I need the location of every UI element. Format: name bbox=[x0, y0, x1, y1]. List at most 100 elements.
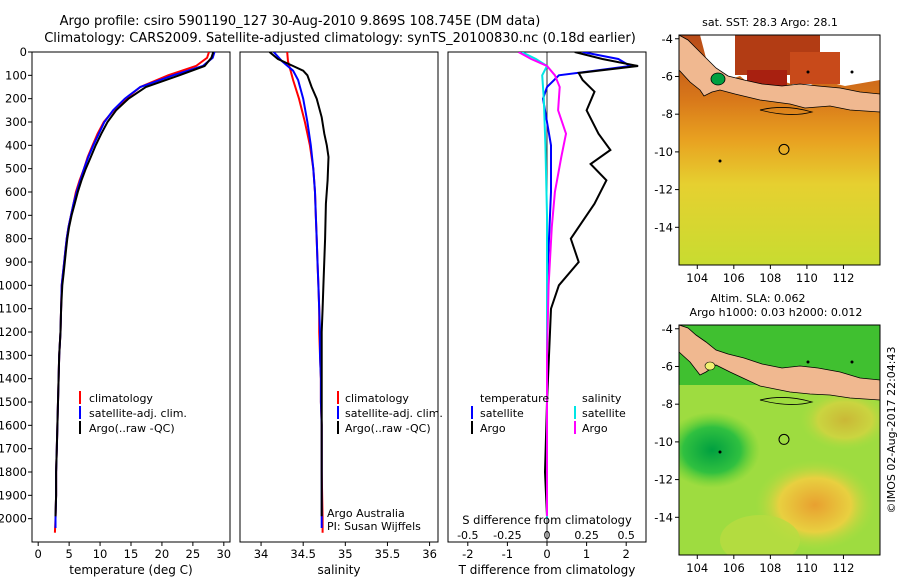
figure-title-line1: Argo profile: csiro 5901190_127 30-Aug-2… bbox=[60, 14, 541, 29]
depth-tick-label: 1700 bbox=[0, 442, 27, 456]
sst-map-title: sat. SST: 28.3 Argo: 28.1 bbox=[702, 16, 838, 29]
salinity-x-tick-label: 34.5 bbox=[290, 547, 316, 561]
legend-label-climatology: climatology bbox=[89, 392, 153, 405]
map-lat-tick-label: -14 bbox=[654, 510, 673, 524]
map-lat-tick-label: -14 bbox=[654, 220, 673, 234]
sla-profile-location-marker bbox=[778, 433, 790, 445]
map-lon-tick-label: 104 bbox=[686, 271, 708, 285]
map-lon-tick-label: 110 bbox=[796, 561, 818, 575]
salinity-x-tick-label: 34 bbox=[254, 547, 269, 561]
sla-map-field bbox=[679, 325, 880, 555]
argo-australia-label: Argo Australia bbox=[327, 507, 405, 520]
salinity-x-tick-label: 35.5 bbox=[375, 547, 401, 561]
depth-tick-label: 800 bbox=[5, 232, 27, 246]
depth-tick-label: 200 bbox=[5, 92, 27, 106]
depth-tick-label: 300 bbox=[5, 115, 27, 129]
map-lat-tick-label: -12 bbox=[654, 473, 673, 487]
legend-label-t-argo: Argo bbox=[480, 422, 506, 435]
sla-map-frame bbox=[678, 324, 881, 556]
legend-label-climatology: climatology bbox=[345, 392, 409, 405]
temperature-x-tick-label: 25 bbox=[186, 547, 201, 561]
legend-label-s-satellite: satellite bbox=[582, 407, 626, 420]
temperature-x-tick-label: 15 bbox=[124, 547, 139, 561]
sst-profile-location-marker bbox=[778, 143, 790, 155]
map-lat-tick-label: -4 bbox=[662, 322, 673, 336]
sla-map-title-line1: Altim. SLA: 0.062 bbox=[710, 292, 805, 305]
map-lat-tick-label: -12 bbox=[654, 183, 673, 197]
depth-tick-label: 1600 bbox=[0, 418, 27, 432]
temperature-y-axis: 0 100 200 300 400 500 600 700 800 900 1000 1100 1200… bbox=[0, 45, 32, 526]
salinity-x-axis: 34 34.5 35 35.5 36 bbox=[254, 542, 437, 561]
map-lon-tick-label: 108 bbox=[759, 271, 781, 285]
series-line-t-argo bbox=[543, 52, 639, 517]
map-lat-tick-label: -10 bbox=[654, 145, 673, 159]
depth-tick-label: 1100 bbox=[0, 302, 27, 316]
legend-label-satellite: satellite-adj. clim. bbox=[345, 407, 443, 420]
temperature-panel: 0100200300400500600700800900100011001200… bbox=[0, 45, 231, 577]
legend-label-argo: Argo(..raw -QC) bbox=[345, 422, 431, 435]
series-line-s-argo bbox=[518, 52, 568, 517]
salinity-legend: climatology satellite-adj. clim. Argo(..… bbox=[337, 391, 443, 435]
salinity-x-label: salinity bbox=[317, 563, 360, 577]
depth-tick-label: 2000 bbox=[0, 512, 27, 526]
temperature-x-axis: 0 5 10 15 20 25 30 bbox=[35, 542, 231, 561]
credit-label: ©IMOS 02-Aug-2017 22:04:43 bbox=[885, 347, 898, 514]
sst-map-axes: 104 106 108 110 112 -4 -6 -8 -10 -12 -14 bbox=[654, 32, 854, 285]
map-lat-tick-label: -10 bbox=[654, 435, 673, 449]
s-difference-label: S difference from climatology bbox=[462, 513, 632, 527]
map-lat-tick-label: -8 bbox=[662, 107, 673, 121]
sla-map: Altim. SLA: 0.062 Argo h1000: 0.03 h2000… bbox=[654, 292, 881, 575]
legend-salinity-title: salinity bbox=[582, 392, 622, 405]
depth-tick-label: 1800 bbox=[0, 465, 27, 479]
difference-x-tick-label: 2 bbox=[623, 547, 630, 561]
map-lon-tick-label: 106 bbox=[723, 271, 745, 285]
t-difference-label: T difference from climatology bbox=[458, 563, 636, 577]
depth-tick-label: 500 bbox=[5, 162, 27, 176]
depth-tick-label: 1900 bbox=[0, 488, 27, 502]
map-lon-tick-label: 112 bbox=[832, 561, 854, 575]
map-lon-tick-label: 112 bbox=[832, 271, 854, 285]
legend-label-t-satellite: satellite bbox=[480, 407, 524, 420]
sst-map: sat. SST: 28.3 Argo: 28.1 104 106 108 110 11… bbox=[654, 16, 881, 285]
map-lat-tick-label: -6 bbox=[662, 359, 673, 373]
salinity-panel: 34 34.5 35 35.5 36 salinity climatology sate… bbox=[239, 51, 443, 577]
temperature-x-tick-label: 5 bbox=[65, 547, 72, 561]
legend-label-satellite: satellite-adj. clim. bbox=[89, 407, 187, 420]
depth-tick-label: 100 bbox=[5, 68, 27, 82]
map-lon-tick-label: 110 bbox=[796, 271, 818, 285]
map-lon-tick-label: 108 bbox=[759, 561, 781, 575]
series-line-argo-raw-qc- bbox=[268, 52, 330, 517]
depth-tick-label: 600 bbox=[5, 185, 27, 199]
legend-label-argo: Argo(..raw -QC) bbox=[89, 422, 175, 435]
temperature-x-label: temperature (deg C) bbox=[69, 563, 192, 577]
salinity-x-tick-label: 35 bbox=[338, 547, 353, 561]
figure-title-line2: Climatology: CARS2009. Satellite-adjuste… bbox=[44, 31, 636, 46]
s-difference-tick-label: -0.25 bbox=[493, 529, 521, 542]
salinity-x-tick-label: 36 bbox=[422, 547, 437, 561]
salinity-lines bbox=[268, 52, 330, 533]
difference-x-tick-label: 0 bbox=[543, 547, 550, 561]
temperature-lines bbox=[53, 52, 216, 533]
map-lat-tick-label: -6 bbox=[662, 69, 673, 83]
s-difference-tick-label: -0.5 bbox=[457, 529, 478, 542]
sst-map-frame bbox=[678, 34, 881, 266]
legend-temperature-title: temperature bbox=[480, 392, 549, 405]
difference-x-axis: -2 -1 0 1 2 bbox=[462, 542, 630, 561]
difference-x-tick-label: -2 bbox=[462, 547, 473, 561]
temperature-x-tick-label: 0 bbox=[35, 547, 42, 561]
temperature-x-tick-label: 20 bbox=[155, 547, 170, 561]
map-lon-tick-label: 106 bbox=[723, 561, 745, 575]
temperature-plot-frame bbox=[31, 51, 231, 543]
series-line-argo-raw-qc- bbox=[54, 52, 215, 517]
difference-x-tick-label: 1 bbox=[583, 547, 590, 561]
depth-tick-label: 1000 bbox=[0, 278, 27, 292]
difference-lines bbox=[518, 52, 639, 542]
temperature-legend: climatology satellite-adj. clim. Argo(..… bbox=[79, 391, 187, 435]
depth-tick-label: 1500 bbox=[0, 395, 27, 409]
temperature-x-tick-label: 10 bbox=[93, 547, 108, 561]
legend-label-s-argo: Argo bbox=[582, 422, 608, 435]
s-difference-tick-label: 0.25 bbox=[574, 529, 599, 542]
depth-tick-label: 1200 bbox=[0, 325, 27, 339]
depth-tick-label: 700 bbox=[5, 208, 27, 222]
